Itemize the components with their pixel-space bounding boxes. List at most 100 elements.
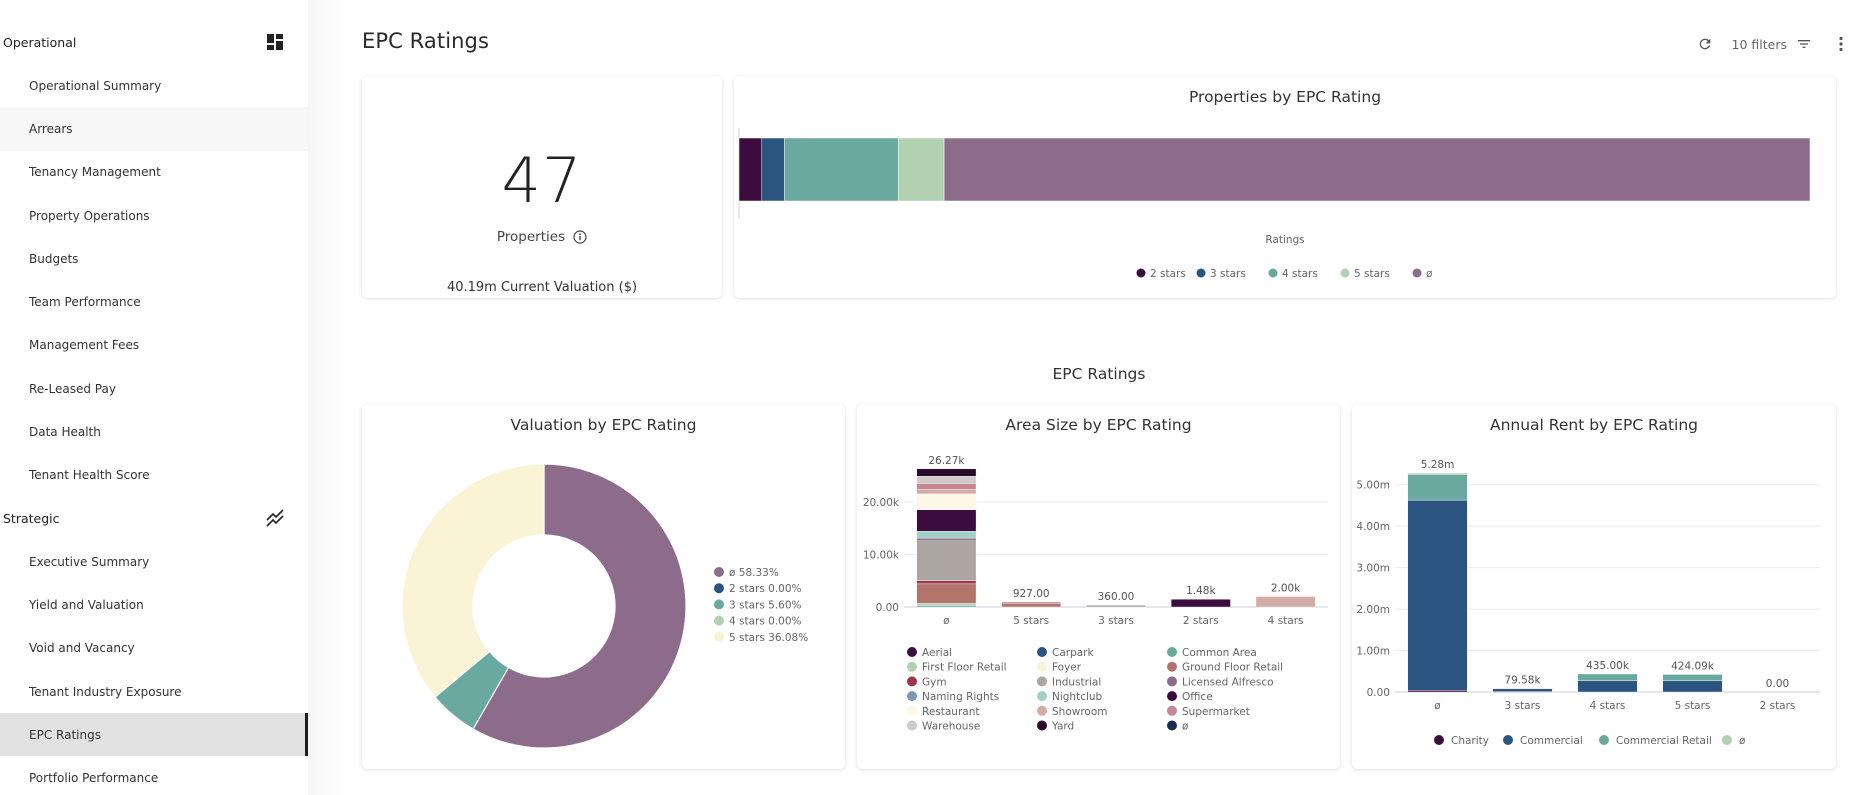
legend-item-showroom[interactable]: Showroom <box>1037 705 1108 718</box>
legend-item-restaurant[interactable]: Restaurant <box>907 705 979 718</box>
legend-item-naming-rights[interactable]: Naming Rights <box>907 691 999 703</box>
legend-item-2-stars[interactable]: 2 stars <box>1136 268 1186 280</box>
bar-segment-commercial-retail[interactable] <box>1407 474 1468 501</box>
legend-item-office[interactable]: Office <box>1167 691 1213 703</box>
legend-item-yard[interactable]: Yard <box>1037 720 1074 733</box>
bar-segment-supermarket[interactable] <box>916 483 977 490</box>
sidebar-item-re-leased-pay[interactable]: Re-Leased Pay <box>0 367 308 410</box>
legend-item-none[interactable]: ø <box>1167 720 1189 733</box>
legend-item-none[interactable]: ø <box>1412 268 1434 280</box>
legend-item-commercial[interactable]: Commercial <box>1503 735 1583 747</box>
sidebar-item-tenant-industry-exposure[interactable]: Tenant Industry Exposure <box>0 670 308 713</box>
legend-item-none[interactable]: ø <box>1722 735 1746 747</box>
legend-item-carpark[interactable]: Carpark <box>1037 647 1094 659</box>
bar-segment-ground-floor-retail[interactable] <box>1001 602 1062 608</box>
bar-segment-commercial-retail[interactable] <box>1577 673 1638 682</box>
bar-segment-4-stars[interactable] <box>784 137 899 202</box>
bar-stack-2-stars[interactable] <box>1170 599 1231 608</box>
sidebar-section-strategic[interactable]: Strategic <box>0 497 308 540</box>
bar-segment-office[interactable] <box>916 509 977 532</box>
bar-segment-licensed-alfresco[interactable] <box>1001 601 1062 604</box>
bar-segment-3-stars[interactable] <box>761 137 785 202</box>
sidebar-item-tenant-health-score[interactable]: Tenant Health Score <box>0 454 308 497</box>
sidebar-item-data-health[interactable]: Data Health <box>0 410 308 453</box>
legend-item-charity[interactable]: Charity <box>1434 735 1489 747</box>
bar-segment-commercial[interactable] <box>1407 499 1468 691</box>
bar-segment-first-floor-retail[interactable] <box>916 603 977 606</box>
bar-segment-commercial[interactable] <box>1492 688 1553 692</box>
bar-segment-charity[interactable] <box>1407 690 1468 693</box>
bar-stack-5-stars[interactable] <box>1001 601 1062 608</box>
sidebar-item-epc-ratings[interactable]: EPC Ratings <box>0 713 308 757</box>
legend-item-4-stars[interactable]: 4 stars <box>1268 268 1318 280</box>
legend-item-foyer[interactable]: Foyer <box>1037 661 1082 674</box>
donut-slice-none[interactable] <box>472 463 687 749</box>
legend-item-commercial-retail[interactable]: Commercial Retail <box>1599 735 1712 747</box>
sidebar-item-arrears[interactable]: Arrears <box>0 107 308 151</box>
bar-segment-showroom[interactable] <box>1255 596 1316 608</box>
legend-item-aerial[interactable]: Aerial <box>907 647 952 659</box>
bar-segment-commercial[interactable] <box>1577 680 1638 693</box>
donut-slice-5-stars[interactable] <box>401 463 545 698</box>
info-icon[interactable] <box>573 230 587 244</box>
bar-stack-4-stars[interactable] <box>1255 596 1316 608</box>
legend-item-3-stars[interactable]: 3 stars <box>1196 268 1246 280</box>
sidebar-item-tenancy-management[interactable]: Tenancy Management <box>0 151 308 194</box>
sidebar-item-team-performance[interactable]: Team Performance <box>0 280 308 323</box>
bar-segment-industrial[interactable] <box>916 540 977 581</box>
legend-item-industrial[interactable]: Industrial <box>1037 676 1101 688</box>
bar-segment-warehouse[interactable] <box>916 476 977 484</box>
sidebar-item-portfolio-performance[interactable]: Portfolio Performance <box>0 756 308 795</box>
bar-stack-none[interactable] <box>1407 472 1468 693</box>
bar-stack-5-stars[interactable] <box>1662 674 1723 693</box>
legend-item-licensed-alfresco[interactable]: Licensed Alfresco <box>1167 676 1274 688</box>
bar-stack-4-stars[interactable] <box>1577 673 1638 693</box>
legend-item-supermarket[interactable]: Supermarket <box>1167 705 1250 718</box>
legend-item-3-stars[interactable]: 3 stars 5.60% <box>714 599 802 611</box>
bar-segment-5-stars[interactable] <box>898 137 945 202</box>
legend-item-common-area[interactable]: Common Area <box>1167 647 1257 659</box>
legend-item-nightclub[interactable]: Nightclub <box>1037 691 1103 703</box>
sidebar-item-budgets[interactable]: Budgets <box>0 237 308 280</box>
sidebar-item-yield-and-valuation[interactable]: Yield and Valuation <box>0 583 308 626</box>
sidebar-item-management-fees[interactable]: Management Fees <box>0 324 308 367</box>
bar-segment-none[interactable] <box>943 137 1811 202</box>
bar-segment-ground-floor-retail[interactable] <box>916 583 977 604</box>
legend-item-gym[interactable]: Gym <box>907 676 947 688</box>
legend-item-warehouse[interactable]: Warehouse <box>907 720 980 733</box>
bar-stack-3-stars[interactable] <box>1086 604 1146 608</box>
filter-button[interactable] <box>1795 35 1813 53</box>
legend-item-2-stars[interactable]: 2 stars 0.00% <box>714 583 802 595</box>
bar-segment-commercial-retail[interactable] <box>1662 674 1723 682</box>
bar-segment-common-area[interactable] <box>916 605 977 608</box>
bar-segment-yard[interactable] <box>916 468 977 477</box>
sidebar-item-executive-summary[interactable]: Executive Summary <box>0 540 308 583</box>
bar-stack-3-stars[interactable] <box>1492 688 1553 693</box>
sidebar-item-property-operations[interactable]: Property Operations <box>0 194 308 237</box>
legend-item-5-stars[interactable]: 5 stars 36.08% <box>714 631 808 644</box>
bar-segment-nightclub[interactable] <box>916 531 977 539</box>
bar-segment-none[interactable] <box>1407 472 1468 475</box>
bar-segment-2-stars[interactable] <box>738 137 763 202</box>
more-options-button[interactable] <box>1837 35 1845 53</box>
refresh-button[interactable] <box>1694 33 1716 55</box>
legend-swatch <box>1340 268 1350 278</box>
sidebar-item-void-and-vacancy[interactable]: Void and Vacancy <box>0 627 308 670</box>
legend-item-first-floor-retail[interactable]: First Floor Retail <box>907 661 1007 674</box>
legend-item-4-stars[interactable]: 4 stars 0.00% <box>714 615 802 628</box>
sidebar-item-operational-summary[interactable]: Operational Summary <box>0 64 308 107</box>
bar-segment-office[interactable] <box>1170 599 1231 608</box>
legend-label: Yard <box>1051 721 1074 733</box>
bar-segment-commercial[interactable] <box>1662 680 1723 693</box>
bar-segment-licensed-alfresco[interactable] <box>916 537 977 541</box>
bar-segment-showroom[interactable] <box>916 488 977 495</box>
filters-count-button[interactable]: 10 filters <box>1731 36 1787 52</box>
bar-stack-none[interactable] <box>916 468 977 608</box>
legend-item-5-stars[interactable]: 5 stars <box>1340 268 1390 280</box>
sidebar-section-operational[interactable]: Operational <box>0 21 308 64</box>
bar-segment-industrial[interactable] <box>1086 604 1146 608</box>
legend-item-none[interactable]: ø 58.33% <box>714 567 779 579</box>
bar-segment-gym[interactable] <box>916 580 977 585</box>
legend-item-ground-floor-retail[interactable]: Ground Floor Retail <box>1167 661 1283 674</box>
bar-segment-restaurant[interactable] <box>916 493 977 510</box>
